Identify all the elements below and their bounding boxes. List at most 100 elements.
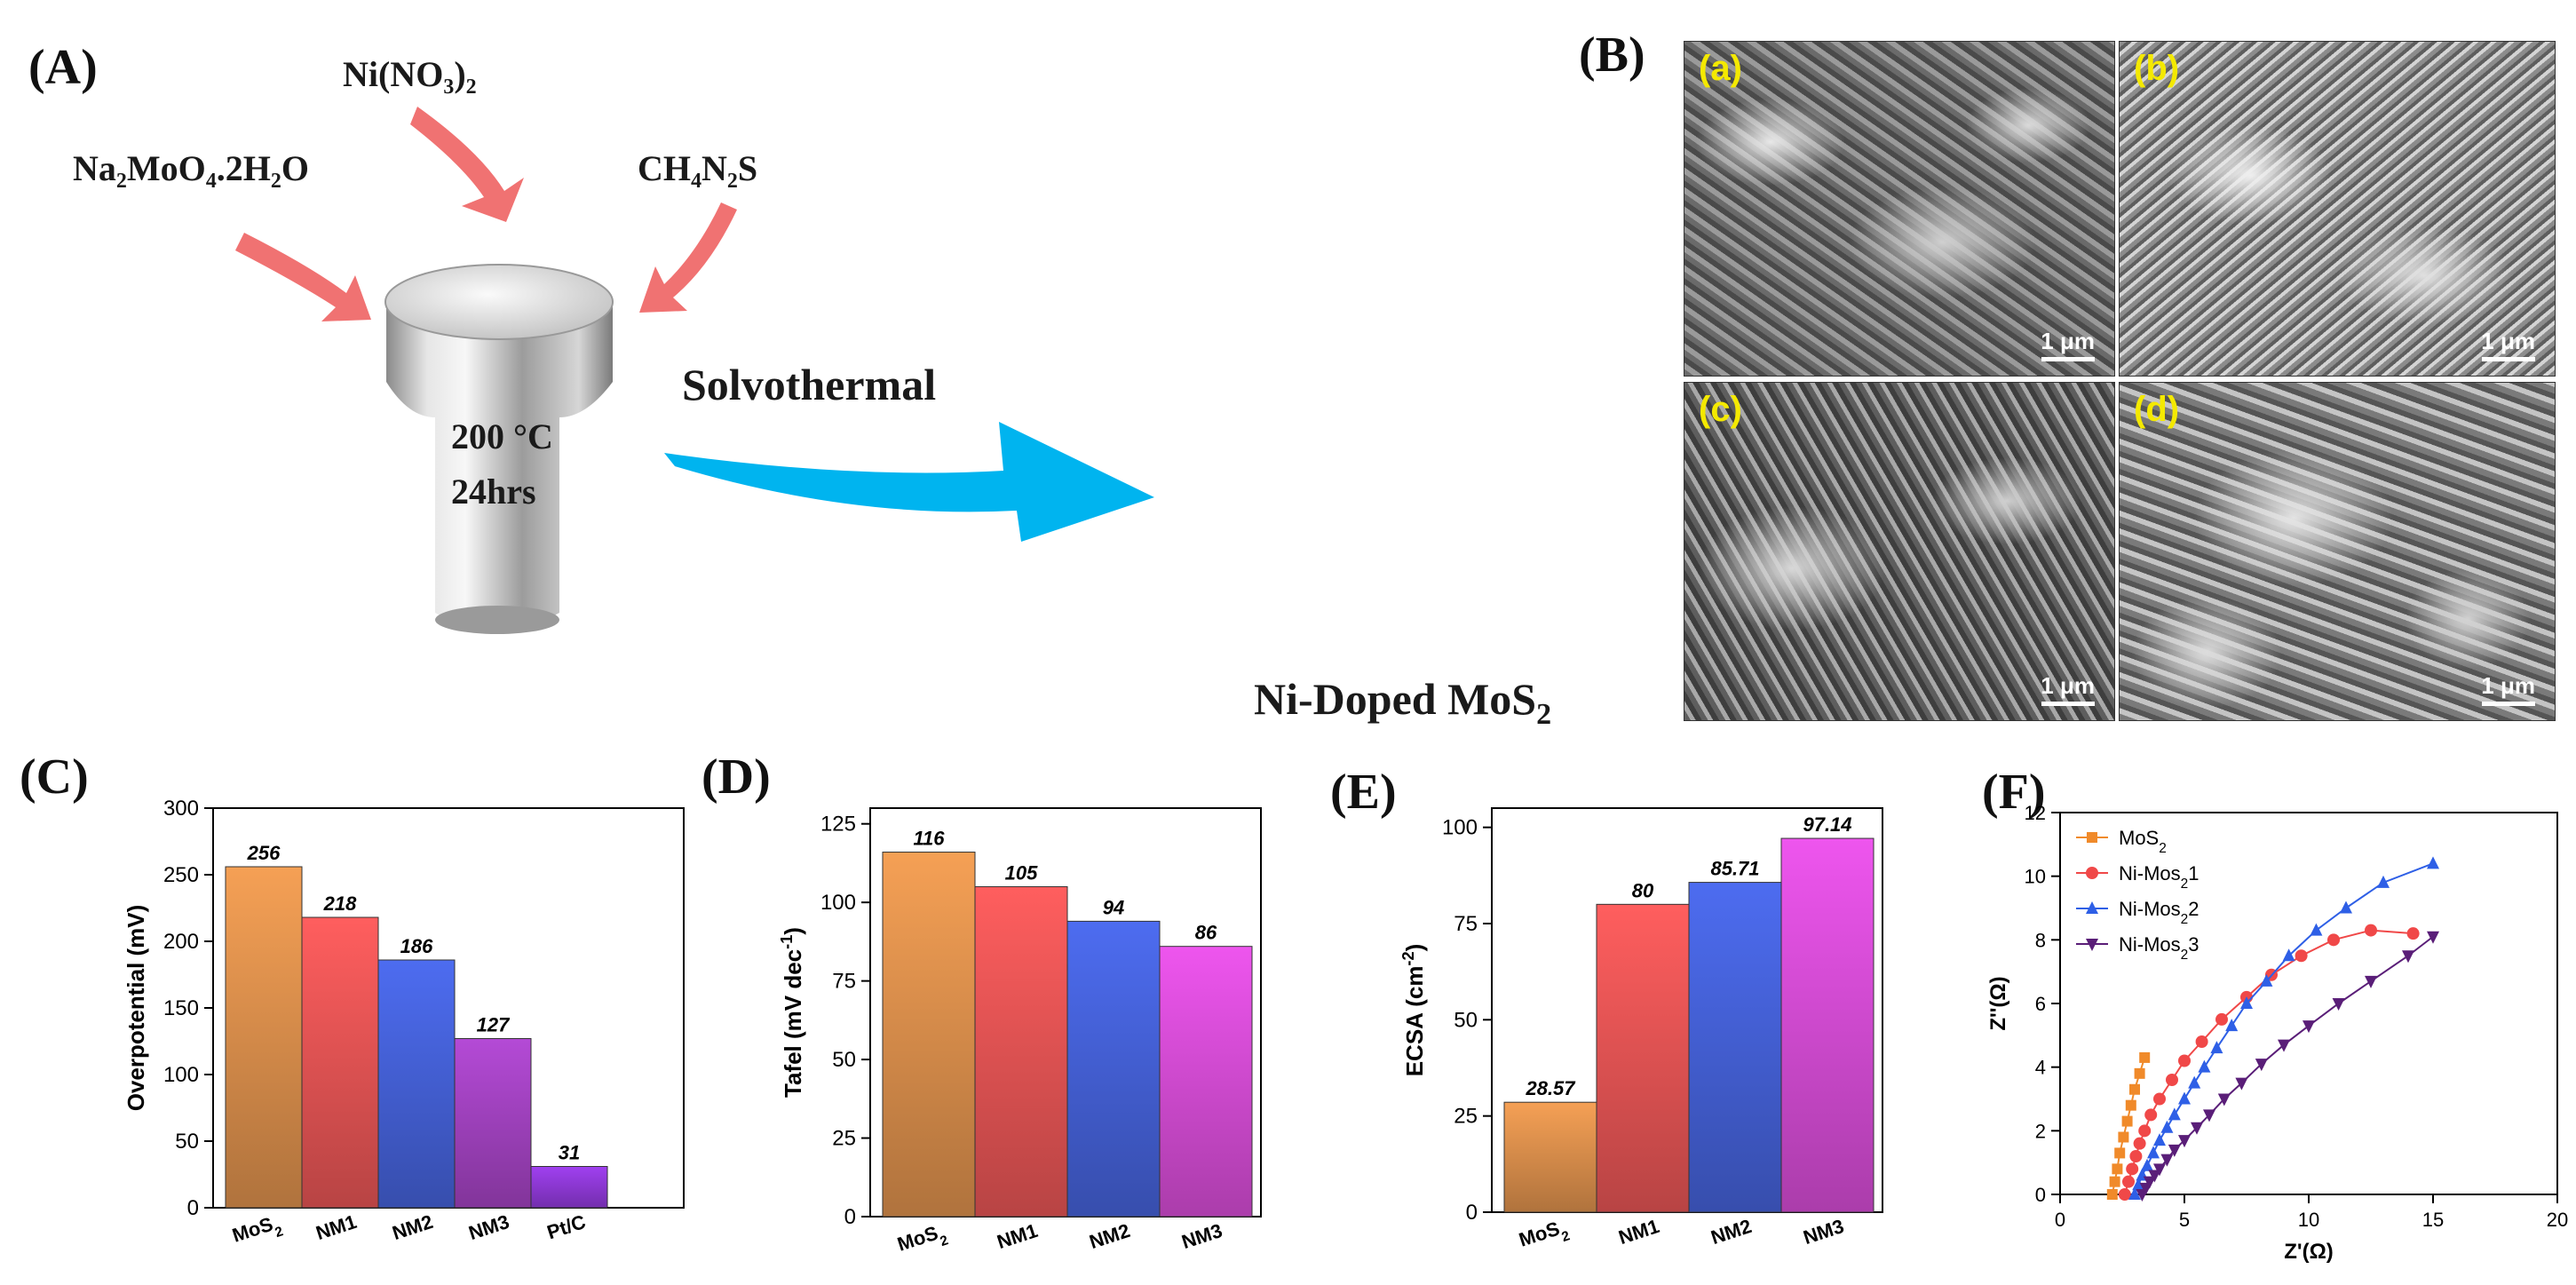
y-tick-label-2: 100: [163, 1063, 199, 1087]
data-point: [2143, 1176, 2156, 1189]
product-label-text: Ni-Doped MoS: [1254, 674, 1537, 724]
sem-image-d: (d) 1 μm: [2119, 382, 2556, 721]
data-point: [2168, 1144, 2181, 1157]
x-category-label-3: NM3: [1801, 1215, 1847, 1249]
panel-label-f: (F): [1982, 765, 2046, 820]
scale-bar-d-label: 1 μm: [2481, 672, 2535, 699]
scale-bar-c-label: 1 μm: [2041, 672, 2095, 699]
data-point: [2278, 1039, 2290, 1052]
product-label: Ni-Doped MoS2: [1254, 673, 1551, 732]
panel-label-d: (D): [701, 750, 771, 805]
data-point: [2166, 1074, 2178, 1086]
data-point: [2147, 1146, 2160, 1159]
bar-3: [1159, 946, 1253, 1218]
y-tick-label-0: 0: [1466, 1201, 1478, 1225]
data-point: [2327, 933, 2340, 947]
data-point: [2260, 973, 2273, 987]
legend-marker-2: [2086, 901, 2098, 914]
x-category-label-1: NM1: [1616, 1215, 1662, 1249]
data-point: [2240, 996, 2253, 1009]
data-point: [2118, 1131, 2129, 1143]
bar-value-label-0: 116: [913, 828, 945, 850]
x-category-label-3: NM3: [1179, 1219, 1225, 1253]
data-point: [2134, 1067, 2145, 1079]
y-tick-label-6: 300: [163, 797, 199, 821]
chart-impedance: 0 5 10 15 20 0 2 4 6 8 10 12 Z'(Ω) Z''(Ω) MoS2 Ni-Mos21…: [1986, 802, 2568, 1264]
legend-label-0: MoS2: [2119, 827, 2167, 856]
legend-marker-0: [2087, 832, 2097, 843]
scale-bar-a: 1 μm: [2041, 328, 2095, 361]
bar-value-label-3: 86: [1195, 922, 1217, 944]
chart-overpotential: 0 50 100 150 200 250 300 Overpotential (mV) 256 M…: [123, 797, 685, 1253]
process-label: Solvothermal: [682, 360, 937, 409]
reagent-thiourea: CH₄N₂S: [638, 148, 758, 188]
bar-2: [1688, 882, 1782, 1213]
data-point: [2427, 931, 2439, 944]
data-point: [2303, 1020, 2315, 1034]
y-tick-label-3: 6: [2035, 993, 2046, 1015]
x-tick-label-0: 0: [2055, 1209, 2065, 1231]
legend-label-1: Ni-Mos21: [2119, 862, 2199, 892]
y-tick-label-3: 75: [832, 970, 856, 994]
bar-0: [882, 852, 976, 1218]
x-category-label-1: NM1: [313, 1210, 360, 1244]
x-tick-label-1: 5: [2179, 1209, 2190, 1231]
data-point: [2144, 1108, 2158, 1122]
panel-label-e: (E): [1330, 765, 1397, 820]
scale-bar-c: 1 μm: [2041, 672, 2095, 706]
series-0: [2106, 1051, 2151, 1200]
legend-label-2: Ni-Mos22: [2119, 898, 2199, 927]
data-point: [2122, 1175, 2135, 1188]
bar-value-label-0: 28.57: [1525, 1077, 1576, 1099]
y-tick-label-4: 200: [163, 930, 199, 954]
data-point: [2332, 998, 2345, 1011]
data-point: [2188, 1075, 2201, 1089]
bar-2: [1066, 920, 1161, 1218]
bar-value-label-1: 80: [1632, 879, 1654, 901]
y-tick-label-5: 250: [163, 863, 199, 887]
y-tick-label-4: 100: [1442, 816, 1478, 840]
data-point: [2310, 923, 2323, 936]
x-category-label-2: NM2: [1087, 1219, 1133, 1253]
data-point: [2121, 1115, 2133, 1127]
legend-label-3: Ni-Mos23: [2119, 933, 2199, 963]
data-point: [2178, 1054, 2191, 1067]
reagent-nickel-nitrate: Ni(NO₃)₂: [343, 54, 477, 94]
scale-bar-a-label: 1 μm: [2041, 328, 2095, 354]
data-point: [2195, 1035, 2208, 1048]
y-tick-label-2: 50: [1454, 1008, 1478, 1032]
data-point: [2168, 1107, 2181, 1121]
y-tick-label-1: 25: [832, 1127, 856, 1151]
data-point: [2148, 1170, 2161, 1183]
data-point: [2160, 1120, 2174, 1133]
data-point: [2153, 1163, 2166, 1177]
data-point: [2217, 1093, 2231, 1107]
data-point: [2215, 1012, 2228, 1026]
data-point: [2114, 1147, 2126, 1159]
x-category-label-0: MoS2: [229, 1210, 284, 1253]
y-tick-label-0: 0: [2035, 1184, 2046, 1206]
sem-label-d: (d): [2134, 390, 2180, 429]
data-point: [2210, 1041, 2223, 1054]
x-category-label-0: MoS2: [894, 1219, 949, 1262]
bar-value-label-1: 218: [323, 892, 357, 915]
y-tick-label-6: 12: [2025, 802, 2046, 824]
y-tick-label-3: 75: [1454, 912, 1478, 936]
data-point: [2178, 1135, 2191, 1148]
bar-1: [1596, 903, 1690, 1213]
bar-0: [1503, 1101, 1597, 1213]
data-point: [2125, 1099, 2136, 1111]
series-1: [2118, 924, 2420, 1201]
data-point: [2139, 1051, 2151, 1063]
data-point: [2153, 1092, 2166, 1106]
data-point: [2402, 950, 2414, 964]
autoclave-reactor-icon: [384, 264, 614, 634]
data-point: [2128, 1187, 2141, 1200]
data-point: [2377, 875, 2390, 888]
data-point: [2118, 1188, 2131, 1201]
series-line-0: [2111, 1057, 2146, 1195]
x-category-label-2: NM2: [390, 1210, 436, 1244]
bar-1: [301, 916, 379, 1209]
sem-image-a: (a) 1 μm: [1684, 41, 2115, 377]
data-point: [2129, 1083, 2140, 1095]
